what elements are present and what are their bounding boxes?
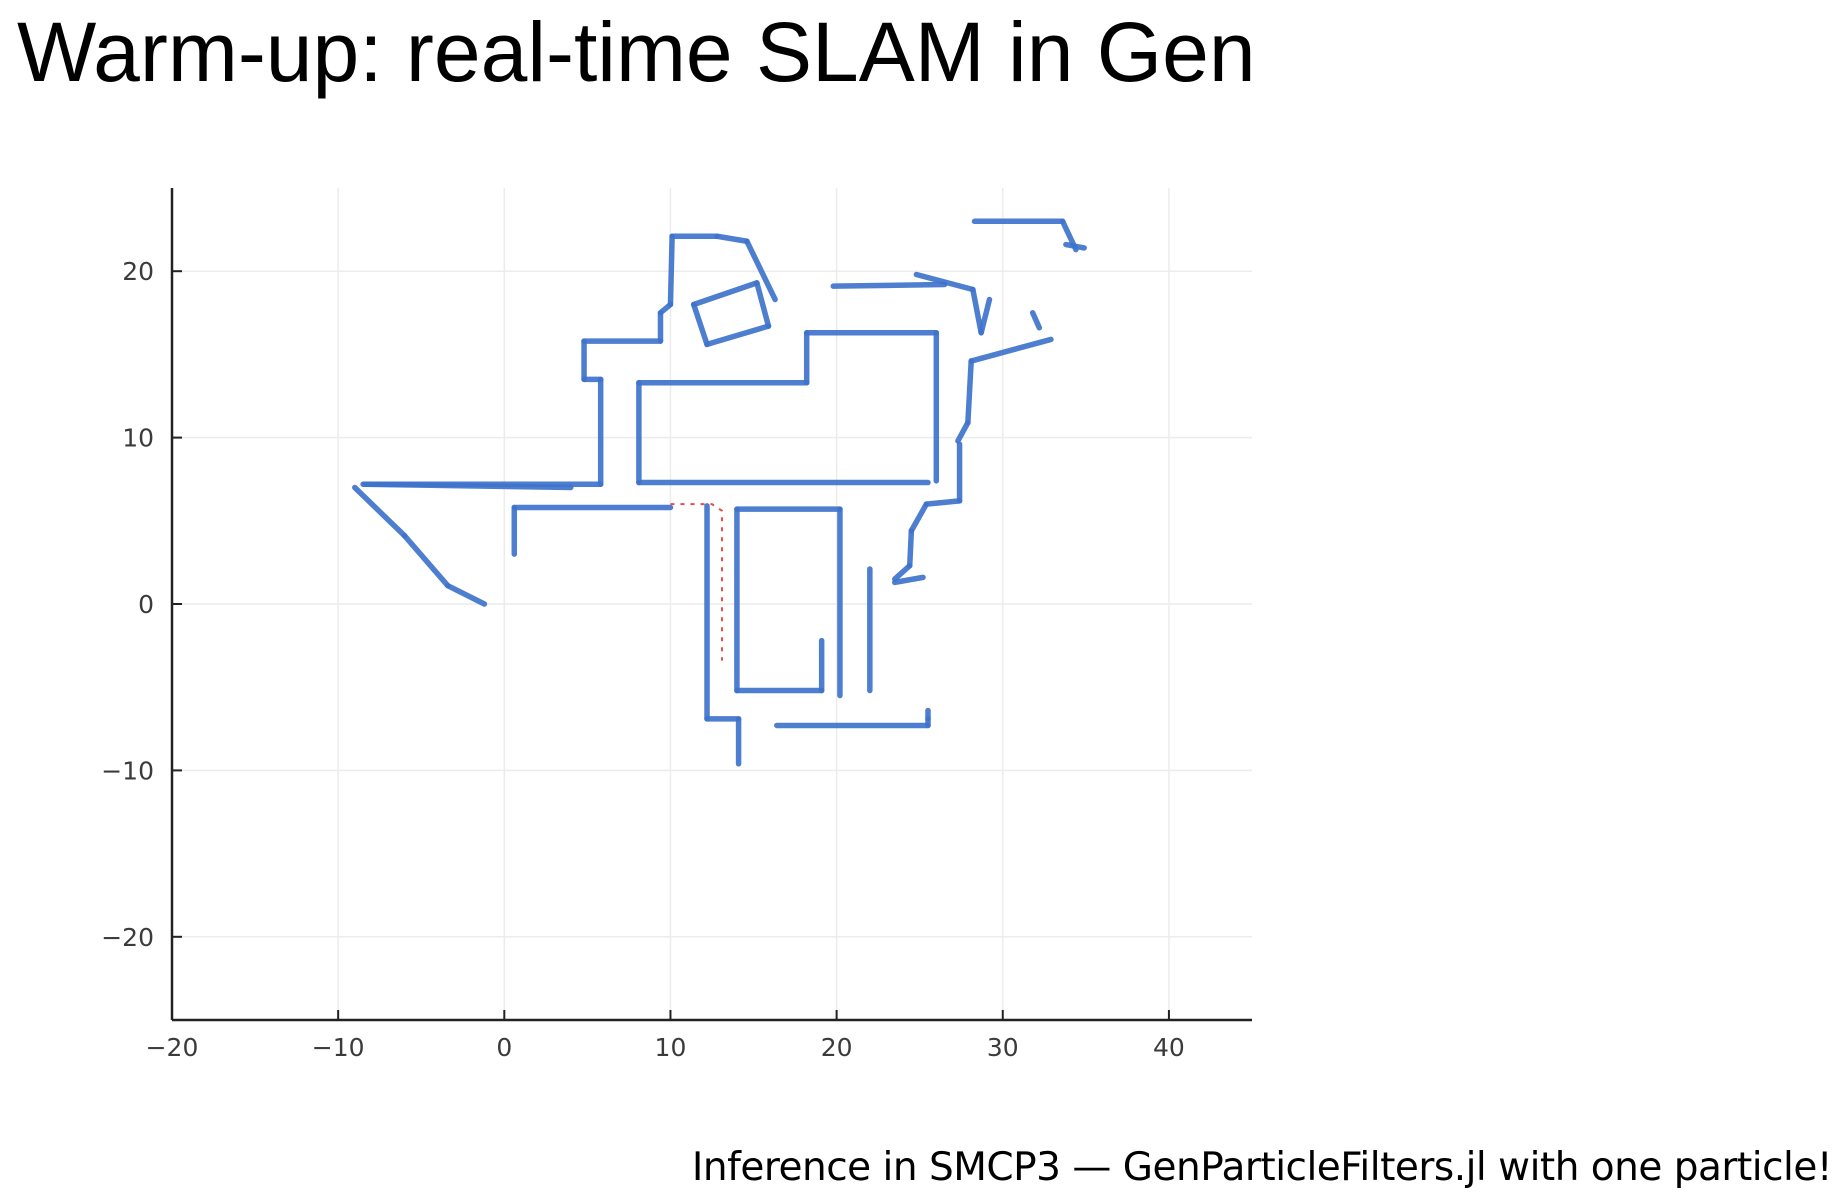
map-wall-segment: [744, 238, 778, 303]
x-tick-label: 40: [1153, 1033, 1185, 1062]
y-tick-label: 0: [138, 590, 154, 619]
y-tick-label: 10: [122, 424, 154, 453]
x-tick-label: −20: [146, 1033, 199, 1062]
x-tick-label: 0: [496, 1033, 512, 1062]
map-wall-segment: [955, 419, 971, 444]
map-wall-segment: [906, 528, 915, 569]
map-wall-segment: [704, 323, 772, 348]
y-axis-ticks: −20 −10 0 10 20: [101, 257, 182, 952]
map-wall-segment: [1063, 241, 1087, 251]
map-wall-segment: [913, 271, 976, 293]
slide-caption: Inference in SMCP3 — GenParticleFilters.…: [691, 1145, 1833, 1190]
map-wall-segment: [714, 233, 750, 244]
map-wall-segment: [968, 336, 1054, 364]
map-wall-segment: [361, 481, 574, 491]
map-wall-segment: [970, 286, 984, 336]
map-wall-segment: [690, 280, 760, 308]
x-tick-label: 10: [655, 1033, 687, 1062]
grid-lines: [171, 188, 1252, 1020]
x-tick-label: 30: [987, 1033, 1019, 1062]
x-axis-ticks: −20 −10 0 10 20 30 40: [146, 1010, 1185, 1062]
x-tick-label: 20: [821, 1033, 853, 1062]
y-tick-label: −10: [101, 756, 154, 785]
map-wall-segment: [892, 562, 913, 582]
map-wall-segment: [401, 533, 451, 589]
y-tick-label: 20: [122, 257, 154, 286]
map-wall-segment: [690, 301, 710, 348]
map-wall-segment: [978, 296, 993, 336]
map-wall-segment: [923, 498, 963, 507]
map-wall-segment: [445, 582, 488, 607]
map-wall-segment: [352, 484, 408, 539]
map-wall-segment: [830, 281, 948, 289]
trajectory-series: [670, 503, 723, 661]
map-wall-series: [352, 218, 1087, 767]
map-wall-segment: [892, 574, 926, 586]
map-wall-segment: [1029, 310, 1043, 331]
map-wall-segment: [908, 501, 930, 534]
y-tick-label: −20: [101, 923, 154, 952]
map-wall-segment: [754, 280, 772, 329]
slide-title: Warm-up: real-time SLAM in Gen: [17, 5, 1256, 99]
robot-trajectory: [670, 503, 723, 661]
map-wall-segment: [667, 233, 675, 308]
map-wall-segment: [965, 358, 974, 426]
x-tick-label: −10: [312, 1033, 365, 1062]
